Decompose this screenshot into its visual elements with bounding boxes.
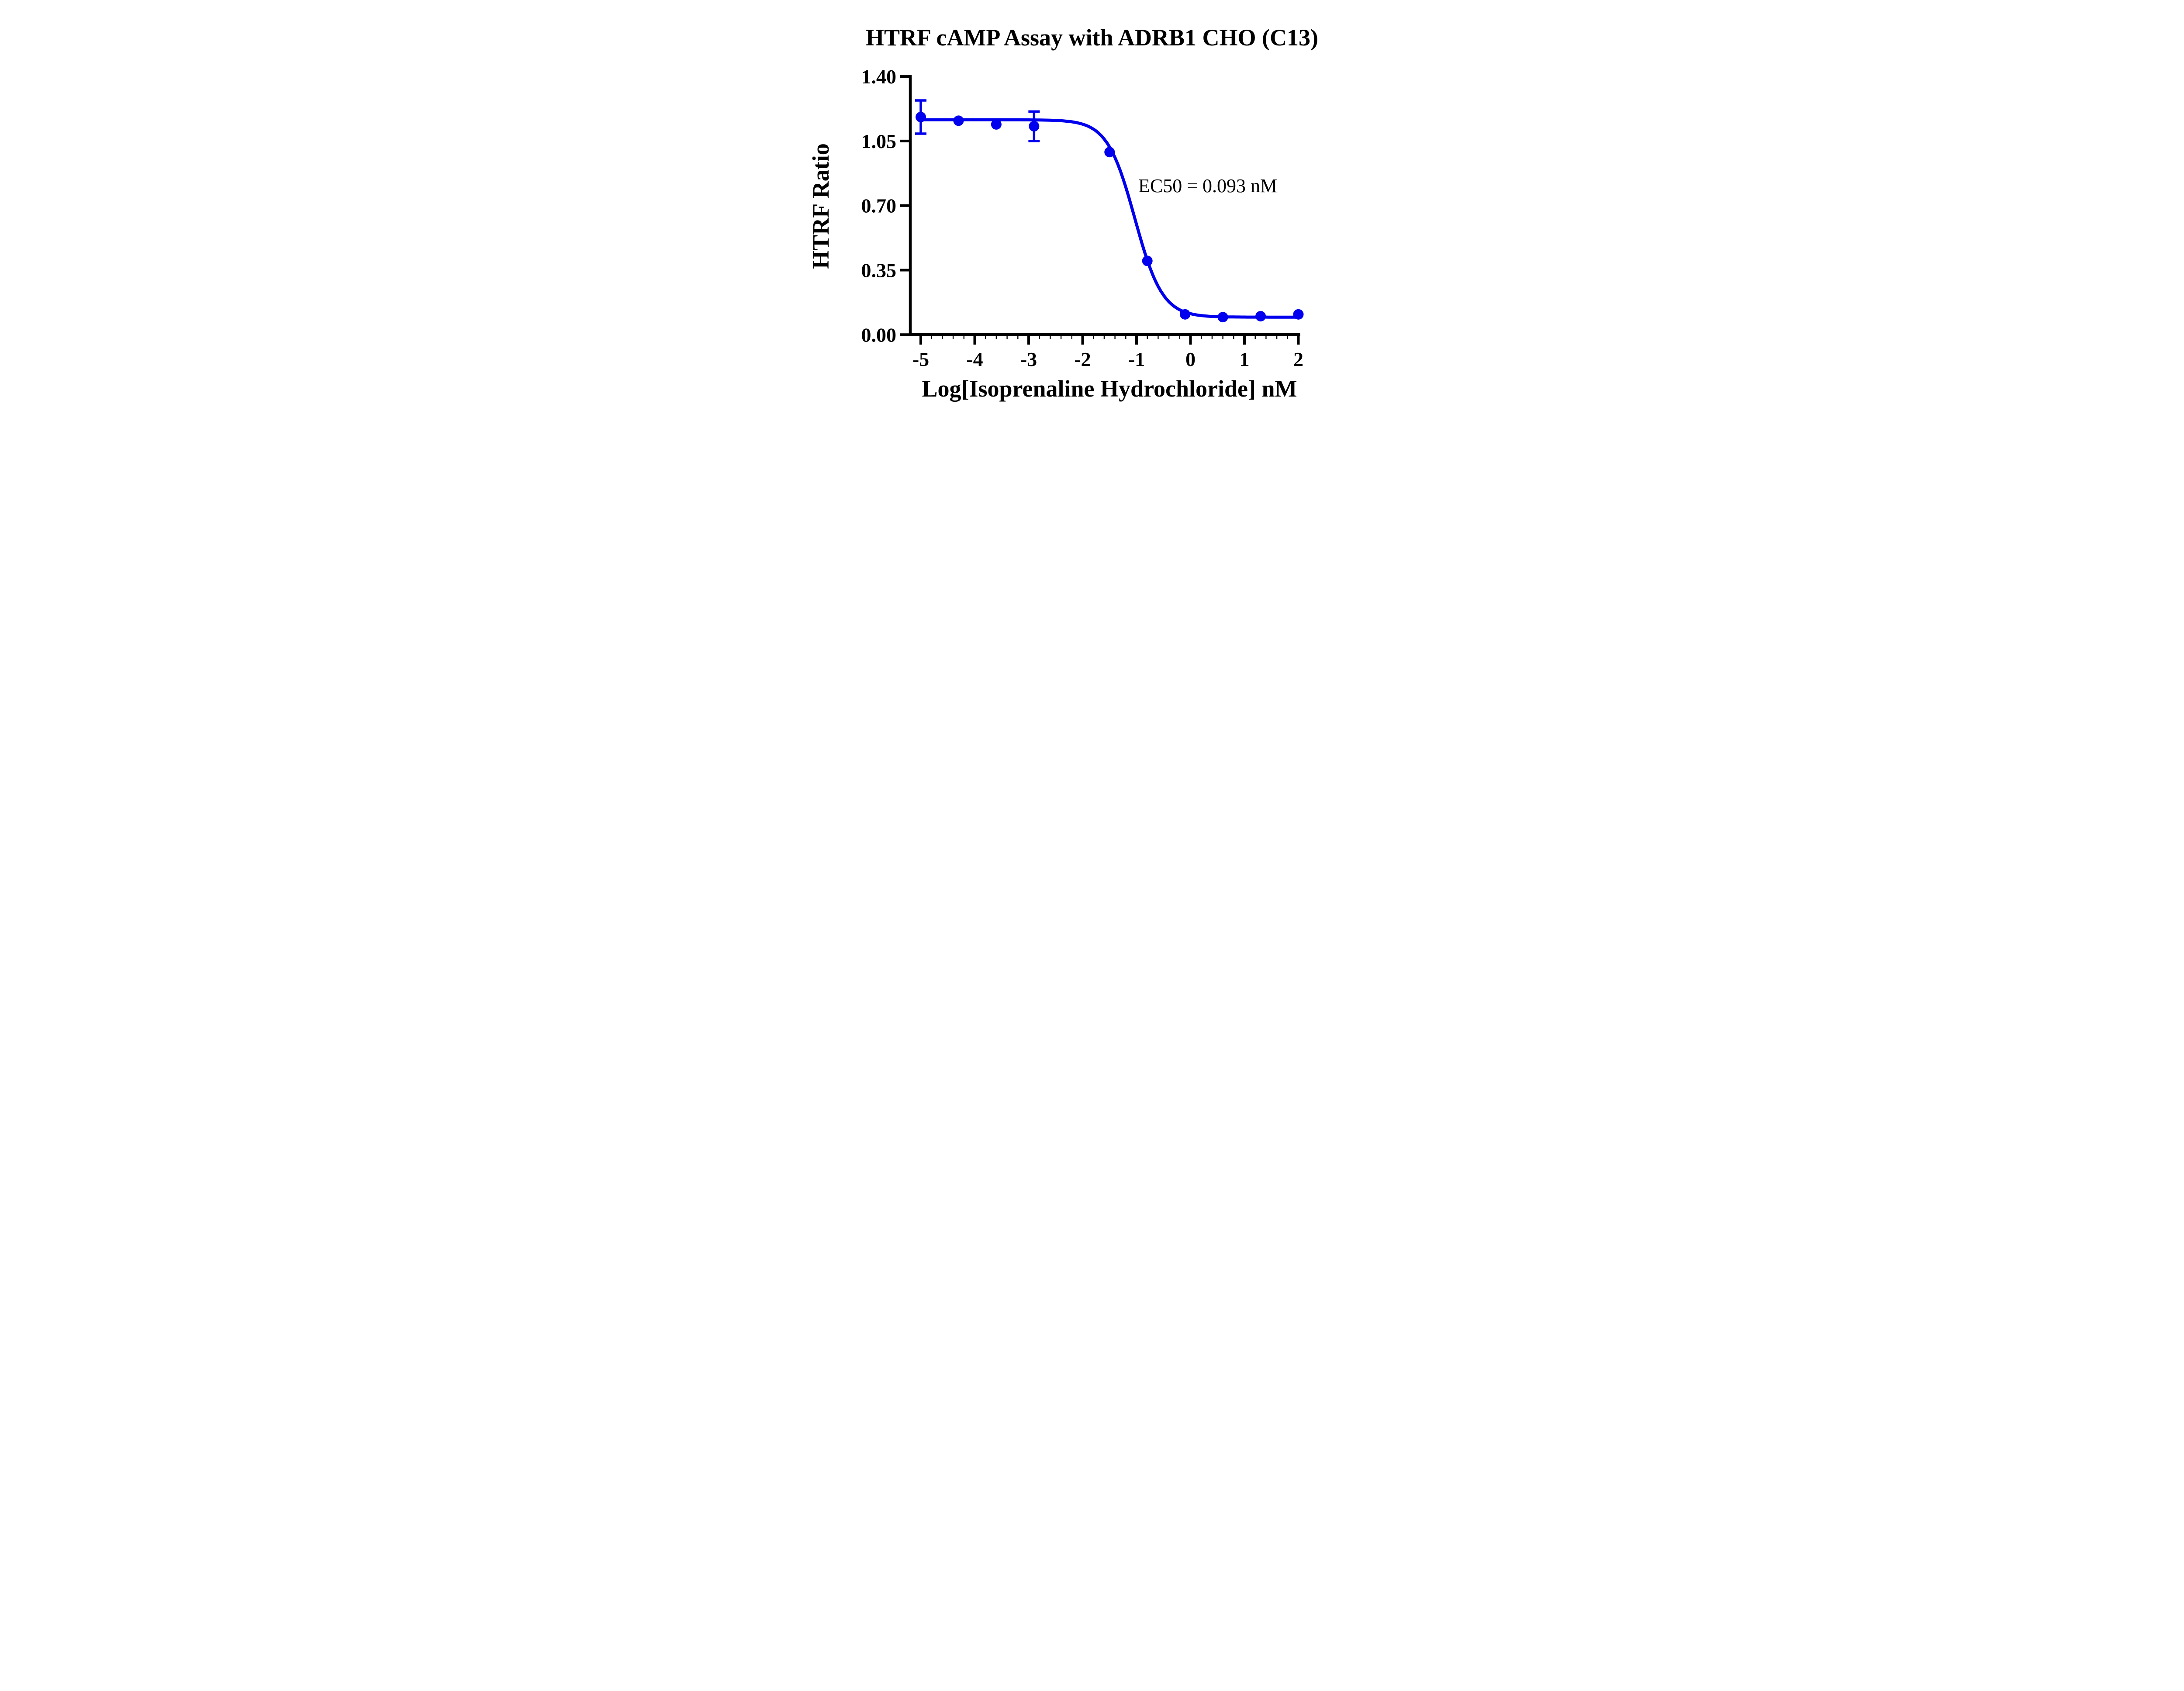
y-tick-label: 0.00 [861,324,897,346]
x-axis-title: Log[Isoprenaline Hydrochloride] nM [922,376,1297,402]
data-point-marker [1180,309,1191,320]
ec50-annotation: EC50 = 0.093 nM [1138,175,1277,197]
data-point-marker [1104,147,1115,158]
data-point-marker [1255,311,1266,322]
x-tick-label: -3 [1020,348,1037,370]
chart-title: HTRF cAMP Assay with ADRB1 CHO (C13) [866,24,1318,51]
x-tick-label: -2 [1074,348,1091,370]
data-point-marker [991,119,1002,130]
data-point-marker [1142,255,1153,266]
y-tick-label: 1.40 [861,66,897,88]
data-point-marker [1217,312,1228,323]
x-tick-label: 1 [1240,348,1250,370]
y-axis-title: HTRF Ratio [808,143,834,269]
x-tick-label: -4 [966,348,983,370]
x-tick-label: 2 [1293,348,1303,370]
chart-figure: HTRF cAMP Assay with ADRB1 CHO (C13) HTR… [804,0,1380,423]
tick-labels: 0.00 0.35 0.70 1.05 1.40 -5 -4 -3 -2 -1 0 1 2 [861,66,1304,370]
dose-response-chart: HTRF cAMP Assay with ADRB1 CHO (C13) HTR… [808,24,1318,402]
data-point-marker [916,111,926,122]
x-tick-label: -1 [1128,348,1145,370]
y-tick-label: 1.05 [861,130,897,152]
x-tick-label: -5 [912,348,929,370]
y-tick-label: 0.35 [861,259,897,281]
y-tick-label: 0.70 [861,195,897,217]
data-point-marker [1029,121,1040,132]
x-tick-label: 0 [1185,348,1196,370]
data-points [916,111,1304,323]
data-point-marker [1293,309,1304,320]
data-point-marker [953,115,964,126]
plot-axes [900,75,1300,345]
